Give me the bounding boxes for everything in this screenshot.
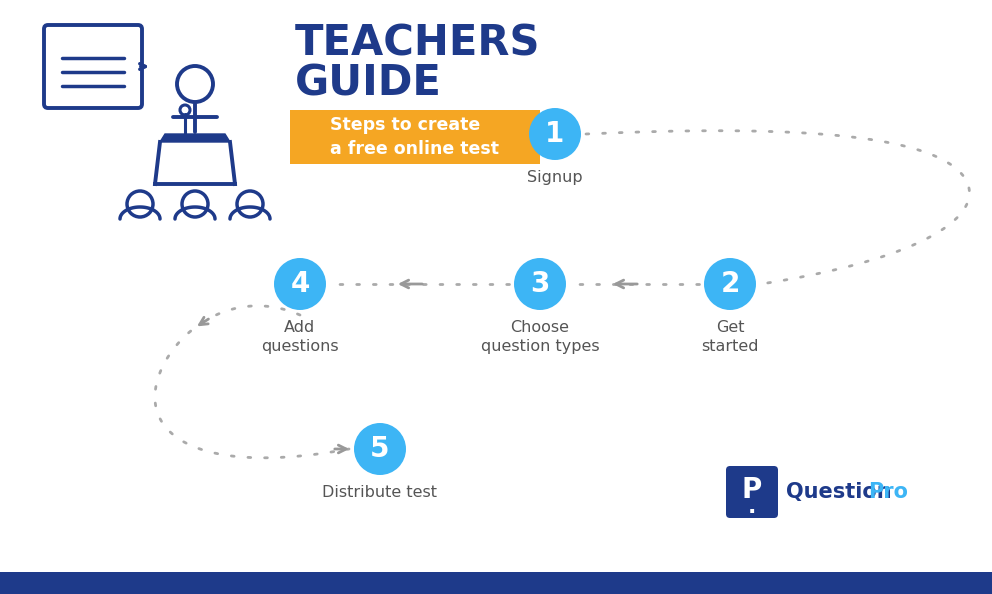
Circle shape xyxy=(529,108,581,160)
Circle shape xyxy=(514,258,566,310)
Text: .: . xyxy=(748,497,756,517)
Polygon shape xyxy=(160,134,230,142)
Text: Choose
question types: Choose question types xyxy=(481,320,599,354)
Text: Distribute test: Distribute test xyxy=(322,485,437,500)
Text: Get
started: Get started xyxy=(701,320,759,354)
Text: Add
questions: Add questions xyxy=(261,320,339,354)
Text: 1: 1 xyxy=(546,120,564,148)
Text: 3: 3 xyxy=(531,270,550,298)
Text: Signup: Signup xyxy=(527,170,583,185)
Text: 2: 2 xyxy=(720,270,740,298)
Circle shape xyxy=(354,423,406,475)
FancyBboxPatch shape xyxy=(726,466,778,518)
Text: 5: 5 xyxy=(370,435,390,463)
Text: GUIDE: GUIDE xyxy=(295,62,441,104)
Text: TEACHERS: TEACHERS xyxy=(295,22,541,64)
Text: P: P xyxy=(742,476,762,504)
Text: 4: 4 xyxy=(291,270,310,298)
Text: Question: Question xyxy=(786,482,892,502)
FancyBboxPatch shape xyxy=(0,572,992,594)
Text: Pro: Pro xyxy=(868,482,908,502)
FancyBboxPatch shape xyxy=(290,110,540,164)
Text: Steps to create
a free online test: Steps to create a free online test xyxy=(330,116,500,158)
Circle shape xyxy=(274,258,326,310)
Circle shape xyxy=(704,258,756,310)
